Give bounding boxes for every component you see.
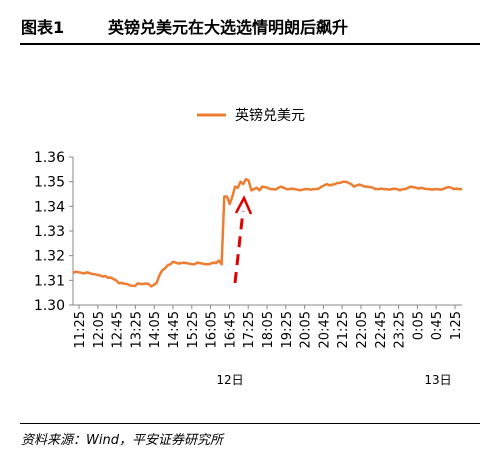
x-tick-label: 14:05	[148, 311, 163, 348]
series-line	[72, 177, 462, 288]
header-rule	[20, 43, 480, 45]
date-label: 13日	[424, 373, 451, 387]
figure-header: 图表1 英镑兑美元在大选选情明朗后飙升	[0, 0, 491, 48]
y-tick-label: 1.34	[34, 199, 65, 215]
x-tick-label: 20:45	[317, 311, 332, 348]
x-tick-label: 23:25	[393, 311, 408, 348]
x-tick-label: 20:05	[299, 311, 314, 348]
x-tick-label: 0:05	[411, 311, 426, 340]
legend-label: 英镑兑美元	[235, 107, 305, 124]
x-tick-label: 14:45	[167, 311, 182, 348]
y-tick-label: 1.32	[34, 249, 65, 265]
plot-area	[72, 177, 462, 288]
x-tick-label: 17:25	[242, 311, 257, 348]
x-tick-label: 16:05	[205, 311, 220, 348]
figure-label: 图表1	[21, 18, 65, 37]
legend: 英镑兑美元	[197, 107, 305, 124]
x-tick-label: 22:45	[374, 311, 389, 348]
y-axis: 1.30 1.31 1.32 1.33 1.34 1.35 1.36	[34, 150, 74, 314]
x-tick-label: 0:45	[430, 311, 445, 340]
x-tick-label: 15:25	[186, 311, 201, 348]
x-tick-label: 12:05	[92, 311, 107, 348]
x-axis: 11:25 12:05 12:45 13:25 14:05 14:45 15:25 16:05…	[73, 304, 464, 348]
y-tick-label: 1.36	[34, 150, 65, 166]
x-tick-label: 12:45	[111, 311, 126, 348]
x-tick-label: 16:45	[223, 311, 238, 348]
y-tick-label: 1.30	[34, 298, 65, 314]
annotation-arrow-head	[234, 195, 253, 215]
x-tick-label: 11:25	[73, 311, 88, 348]
footer-rule	[20, 423, 480, 424]
figure-title: 英镑兑美元在大选选情明朗后飙升	[108, 18, 349, 37]
y-tick-label: 1.35	[34, 175, 65, 191]
annotation-arrow-shaft	[233, 210, 245, 284]
y-tick-label: 1.31	[34, 273, 65, 289]
source-note: 资料来源：Wind，平安证券研究所	[21, 433, 223, 448]
x-tick-label: 13:25	[129, 311, 144, 348]
x-tick-label: 1:25	[449, 311, 464, 340]
date-label: 12日	[216, 373, 243, 387]
x-tick-label: 22:05	[355, 311, 370, 348]
x-tick-label: 19:25	[280, 311, 295, 348]
y-tick-label: 1.33	[34, 224, 65, 240]
x-tick-label: 18:05	[261, 311, 276, 348]
x-tick-label: 21:25	[336, 311, 351, 348]
date-labels: 12日 13日	[216, 373, 451, 387]
